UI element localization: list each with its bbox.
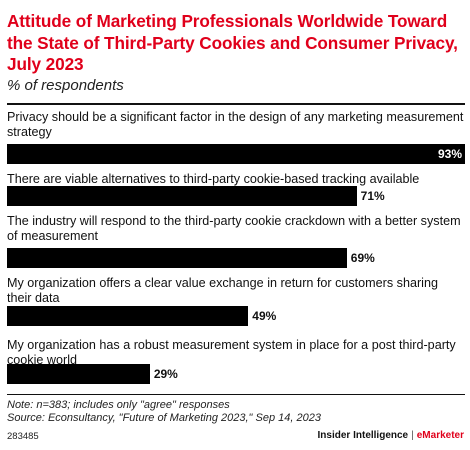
top-divider	[7, 103, 465, 105]
bottom-divider	[7, 394, 465, 395]
value-label: 71%	[360, 189, 385, 203]
brand-footer: Insider Intelligence | eMarketer	[318, 430, 464, 442]
value-label: 49%	[252, 309, 277, 323]
chart-note: Note: n=383; includes only "agree" respo…	[7, 399, 230, 411]
brand-emarketer: eMarketer	[416, 430, 464, 441]
value-label: 29%	[153, 367, 178, 381]
chart-title: Attitude of Marketing Professionals Worl…	[7, 11, 458, 74]
value-label: 69%	[350, 251, 375, 265]
chart-subtitle: % of respondents	[7, 77, 124, 94]
chart-source: Source: Econsultancy, "Future of Marketi…	[7, 412, 321, 424]
category-label: There are viable alternatives to third-p…	[7, 172, 420, 186]
category-label: My organization has a robust measurement…	[7, 338, 456, 367]
brand-separator: |	[411, 430, 414, 441]
category-label: Privacy should be a significant factor i…	[7, 110, 464, 139]
bar	[7, 364, 150, 384]
category-label: My organization offers a clear value exc…	[7, 276, 438, 305]
brand-insider-intelligence: Insider Intelligence	[317, 430, 409, 441]
bar	[7, 186, 357, 206]
bar	[7, 306, 249, 326]
category-label: The industry will respond to the third-p…	[7, 214, 461, 243]
bar	[7, 248, 347, 268]
bar	[7, 144, 465, 164]
value-label: 93%	[437, 147, 462, 161]
chart-id: 283485	[7, 431, 39, 442]
